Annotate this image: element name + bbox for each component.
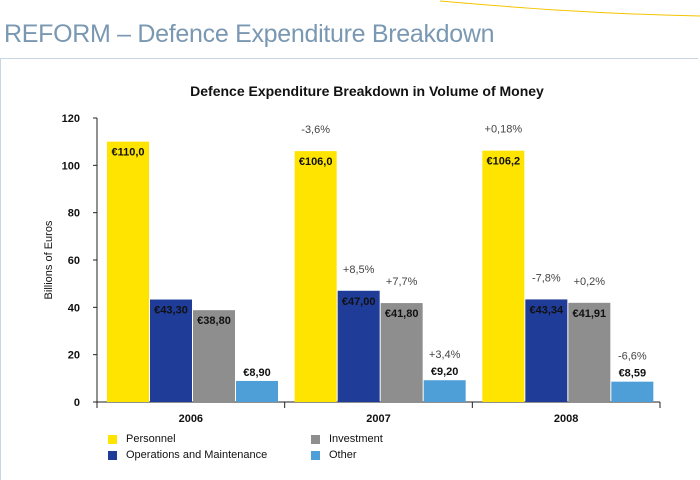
data-label: €38,80 bbox=[197, 315, 231, 327]
bar bbox=[150, 299, 192, 402]
change-label: +8,5% bbox=[343, 264, 375, 276]
plot-area: 0 20 40 60 80 100 120 2006 2007 2008 €110,0 €106,0 -… bbox=[62, 113, 661, 425]
bar bbox=[423, 380, 466, 402]
data-label: €41,91 bbox=[573, 308, 607, 320]
x-tick-label: 2008 bbox=[554, 413, 578, 425]
bar bbox=[193, 310, 235, 402]
content-frame bbox=[0, 58, 698, 480]
legend-label-other: Other bbox=[329, 449, 357, 461]
chart-title: Defence Expenditure Breakdown in Volume … bbox=[190, 83, 544, 99]
bar bbox=[236, 380, 278, 402]
bar bbox=[380, 303, 423, 402]
legend-item-other: Other bbox=[311, 449, 357, 461]
y-tick-label: 60 bbox=[68, 255, 80, 267]
change-label: -3,6% bbox=[301, 124, 330, 136]
y-tick-label: 20 bbox=[68, 350, 80, 362]
data-label: €43,34 bbox=[530, 304, 565, 316]
y-tick-label: 120 bbox=[62, 113, 80, 125]
bar bbox=[482, 150, 525, 402]
legend-item-personnel: Personnel bbox=[108, 433, 176, 445]
y-tick-label: 80 bbox=[68, 208, 80, 220]
bar bbox=[337, 290, 380, 402]
y-tick-label: 0 bbox=[74, 397, 80, 409]
x-tick-label: 2007 bbox=[366, 413, 390, 425]
bar bbox=[525, 299, 568, 402]
data-label: €106,0 bbox=[299, 156, 333, 168]
legend-swatch-personnel bbox=[108, 434, 117, 444]
x-tick-label: 2006 bbox=[179, 413, 203, 425]
data-label: €8,59 bbox=[619, 368, 647, 380]
y-axis-label: Billions of Euros bbox=[43, 220, 55, 299]
change-label: +0,2% bbox=[574, 276, 606, 288]
change-label: +7,7% bbox=[386, 276, 418, 288]
legend-label-operations: Operations and Maintenance bbox=[126, 449, 268, 461]
decorative-curve bbox=[440, 0, 700, 17]
data-label: €43,30 bbox=[154, 305, 188, 317]
data-label: €47,00 bbox=[342, 296, 376, 308]
legend-label-personnel: Personnel bbox=[126, 433, 176, 445]
y-tick-label: 40 bbox=[68, 302, 80, 314]
change-label: +3,4% bbox=[429, 349, 461, 361]
bar bbox=[568, 302, 611, 402]
legend-label-investment: Investment bbox=[329, 433, 383, 445]
data-label: €106,2 bbox=[487, 156, 521, 168]
change-label: -7,8% bbox=[532, 272, 561, 284]
change-label: -6,6% bbox=[618, 351, 647, 363]
legend-swatch-other bbox=[311, 450, 320, 460]
legend-swatch-operations bbox=[108, 450, 117, 460]
bar bbox=[611, 381, 654, 402]
y-tick-label: 100 bbox=[62, 160, 80, 172]
legend-item-operations: Operations and Maintenance bbox=[108, 449, 267, 461]
slide-title: REFORM – Defence Expenditure Breakdown bbox=[4, 20, 495, 48]
bar bbox=[294, 151, 337, 402]
legend-item-investment: Investment bbox=[311, 433, 383, 445]
legend: Personnel Operations and Maintenance Inv… bbox=[108, 433, 568, 469]
legend-swatch-investment bbox=[311, 434, 320, 444]
change-label: +0,18% bbox=[485, 124, 523, 136]
data-label: €8,90 bbox=[243, 367, 271, 379]
bar bbox=[107, 141, 149, 402]
data-label: €110,0 bbox=[111, 147, 144, 159]
data-label: €9,20 bbox=[431, 366, 459, 378]
data-label: €41,80 bbox=[385, 308, 419, 320]
